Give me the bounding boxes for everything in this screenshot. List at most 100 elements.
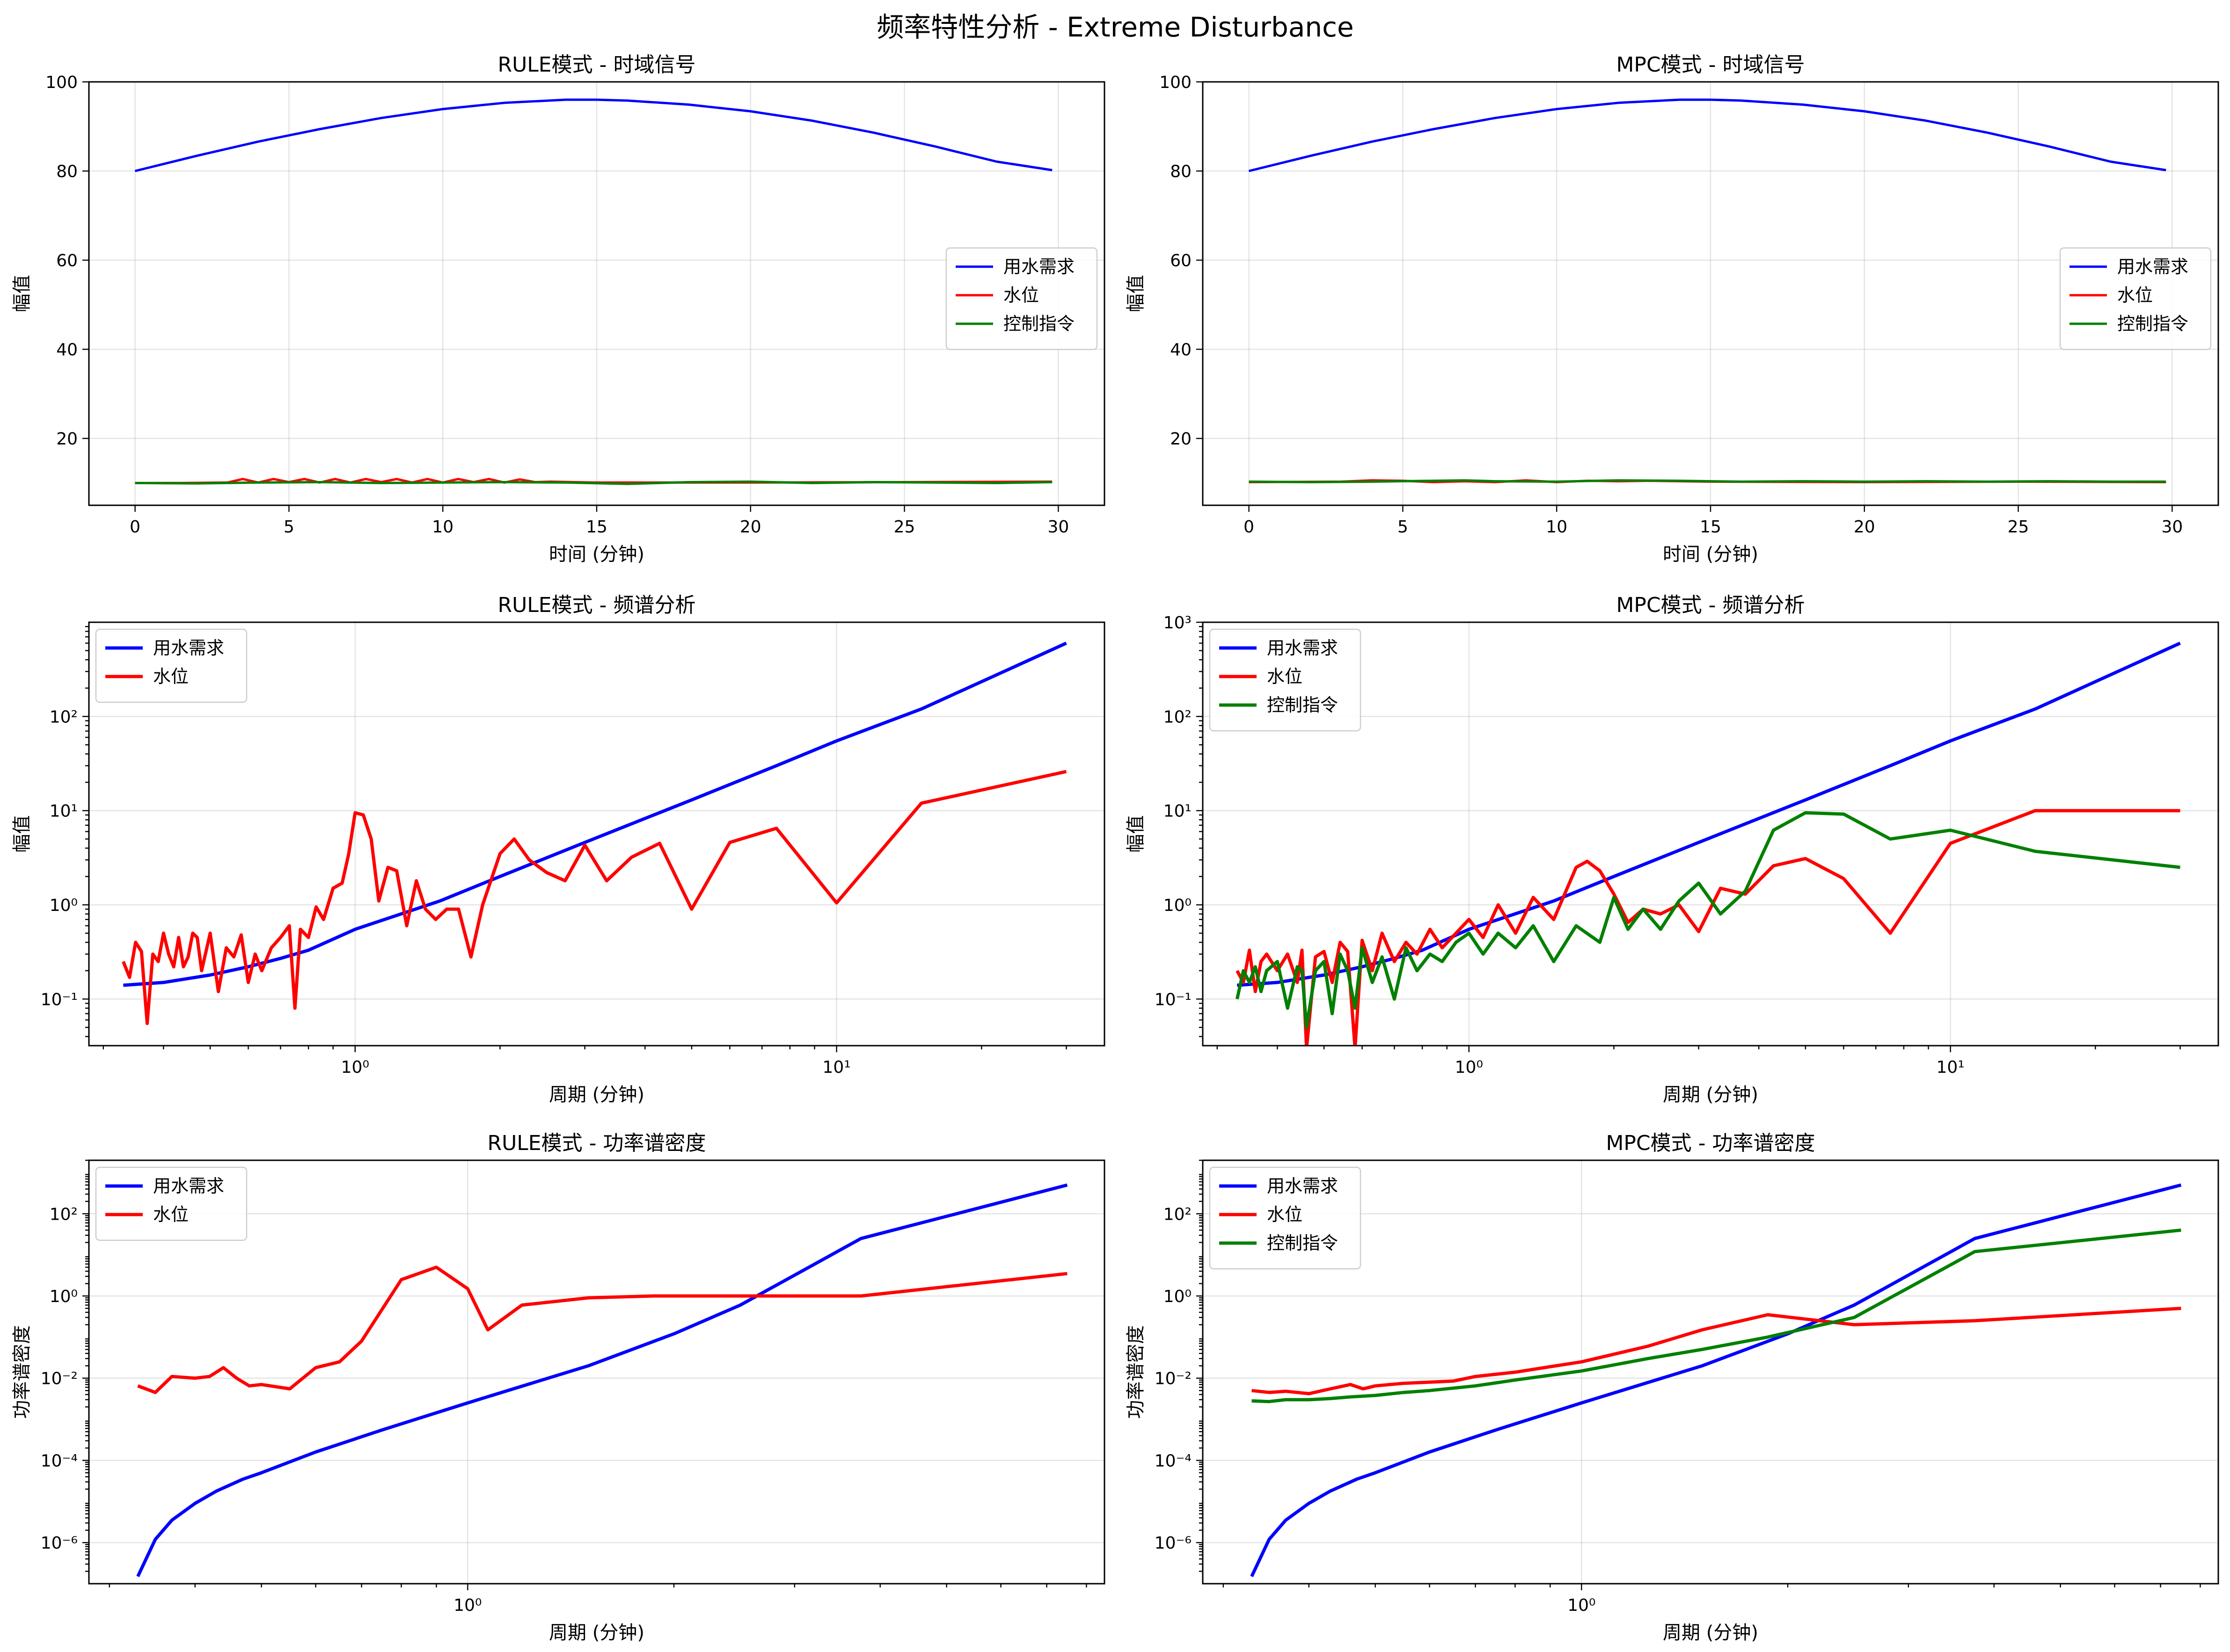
- x-tick-label: 20: [1854, 517, 1875, 537]
- series-line-1: [137, 1266, 1067, 1394]
- subplot-title: RULE模式 - 频谱分析: [498, 593, 696, 617]
- y-axis-label: 幅值: [11, 275, 33, 313]
- x-axis-label: 周期 (分钟): [549, 1622, 644, 1644]
- plot-area: [135, 98, 1053, 485]
- plot-area: [1250, 1183, 2182, 1577]
- legend-label: 水位: [1267, 666, 1302, 687]
- y-tick-label: 10⁻¹: [1155, 990, 1192, 1009]
- x-tick-label: 10¹: [1937, 1058, 1965, 1077]
- axes-frame: [1202, 1159, 2219, 1585]
- x-tick-label: 0: [130, 517, 140, 537]
- legend-label: 用水需求: [1003, 256, 1075, 277]
- legend-label: 用水需求: [1267, 638, 1338, 658]
- y-tick-label: 10⁻⁴: [1155, 1451, 1192, 1470]
- y-axis-label: 功率谱密度: [11, 1325, 33, 1419]
- x-axis-label: 时间 (分钟): [1663, 544, 1758, 565]
- y-tick-label: 20: [56, 429, 78, 449]
- y-tick-label: 10¹: [1163, 802, 1192, 821]
- legend-label: 用水需求: [153, 638, 224, 658]
- series-line-0: [1250, 1183, 2182, 1577]
- y-tick-label: 10²: [1163, 1205, 1192, 1224]
- plot-area: [136, 1183, 1068, 1577]
- y-tick-label: 10⁻²: [41, 1369, 78, 1389]
- y-tick-label: 40: [1170, 341, 1192, 360]
- x-tick-label: 20: [740, 517, 761, 537]
- x-tick-label: 5: [1397, 517, 1408, 537]
- y-axis-label: 幅值: [1125, 275, 1147, 313]
- series-line-0: [1249, 98, 2166, 172]
- x-axis-label: 时间 (分钟): [549, 544, 644, 565]
- x-tick-label: 10¹: [823, 1058, 851, 1077]
- x-tick-label: 10⁰: [1567, 1596, 1595, 1615]
- y-tick-label: 10⁻⁶: [1155, 1534, 1192, 1553]
- series-line-1: [122, 770, 1067, 1026]
- y-tick-label: 10⁰: [1163, 896, 1192, 915]
- legend-label: 控制指令: [2117, 313, 2188, 334]
- y-tick-label: 10¹: [50, 802, 78, 821]
- y-tick-label: 20: [1170, 429, 1192, 449]
- subplot-title: RULE模式 - 功率谱密度: [488, 1131, 706, 1155]
- y-tick-label: 80: [1170, 162, 1192, 182]
- y-tick-label: 10³: [1163, 613, 1192, 633]
- y-axis-label: 功率谱密度: [1125, 1325, 1147, 1419]
- y-tick-label: 10⁻¹: [41, 990, 78, 1009]
- x-tick-label: 15: [586, 517, 607, 537]
- series-line-1: [1251, 1307, 2181, 1396]
- legend-label: 水位: [2117, 285, 2153, 306]
- x-tick-label: 10⁰: [341, 1058, 369, 1077]
- y-tick-label: 40: [56, 341, 78, 360]
- legend-label: 水位: [153, 1204, 189, 1225]
- legend-label: 控制指令: [1267, 1233, 1338, 1253]
- x-tick-label: 15: [1700, 517, 1721, 537]
- y-tick-label: 10²: [50, 707, 78, 727]
- x-tick-label: 10: [1546, 517, 1567, 537]
- y-tick-label: 10²: [50, 1205, 78, 1224]
- figure-title: 频率特性分析 - Extreme Disturbance: [877, 11, 1353, 43]
- y-tick-label: 100: [1159, 73, 1192, 92]
- series-line-2: [1249, 479, 2166, 483]
- series-line-0: [123, 641, 1067, 987]
- legend-label: 控制指令: [1267, 695, 1338, 715]
- axes-frame: [88, 621, 1105, 1047]
- y-tick-label: 10⁻²: [1155, 1369, 1192, 1389]
- y-tick-label: 60: [1170, 251, 1192, 270]
- x-tick-label: 0: [1243, 517, 1254, 537]
- series-line-2: [1235, 811, 2180, 1029]
- x-tick-label: 10⁰: [453, 1596, 482, 1615]
- legend-label: 控制指令: [1003, 313, 1075, 334]
- y-tick-label: 60: [56, 251, 78, 270]
- series-line-0: [135, 98, 1053, 172]
- y-tick-label: 10⁻⁶: [41, 1534, 78, 1553]
- series-line-0: [136, 1183, 1068, 1577]
- plot-area: [1249, 98, 2166, 483]
- series-line-0: [1237, 641, 2181, 987]
- subplot-title: MPC模式 - 功率谱密度: [1606, 1131, 1815, 1155]
- x-tick-label: 30: [1047, 517, 1069, 537]
- plot-area: [1235, 641, 2181, 1046]
- subplot-title: MPC模式 - 时域信号: [1616, 53, 1805, 77]
- y-axis-label: 幅值: [11, 815, 33, 853]
- x-axis-label: 周期 (分钟): [1663, 1084, 1758, 1106]
- x-tick-label: 30: [2161, 517, 2183, 537]
- x-axis-label: 周期 (分钟): [549, 1084, 644, 1106]
- series-line-1: [1236, 809, 2180, 1046]
- y-axis-label: 幅值: [1125, 815, 1147, 853]
- y-tick-label: 100: [45, 73, 78, 92]
- x-tick-label: 5: [284, 517, 294, 537]
- legend-label: 水位: [1003, 285, 1039, 306]
- axes-frame: [88, 81, 1105, 506]
- legend-label: 水位: [153, 666, 189, 687]
- y-tick-label: 80: [56, 162, 78, 182]
- subplot-title: MPC模式 - 频谱分析: [1616, 593, 1805, 617]
- subplot-title: RULE模式 - 时域信号: [498, 53, 696, 77]
